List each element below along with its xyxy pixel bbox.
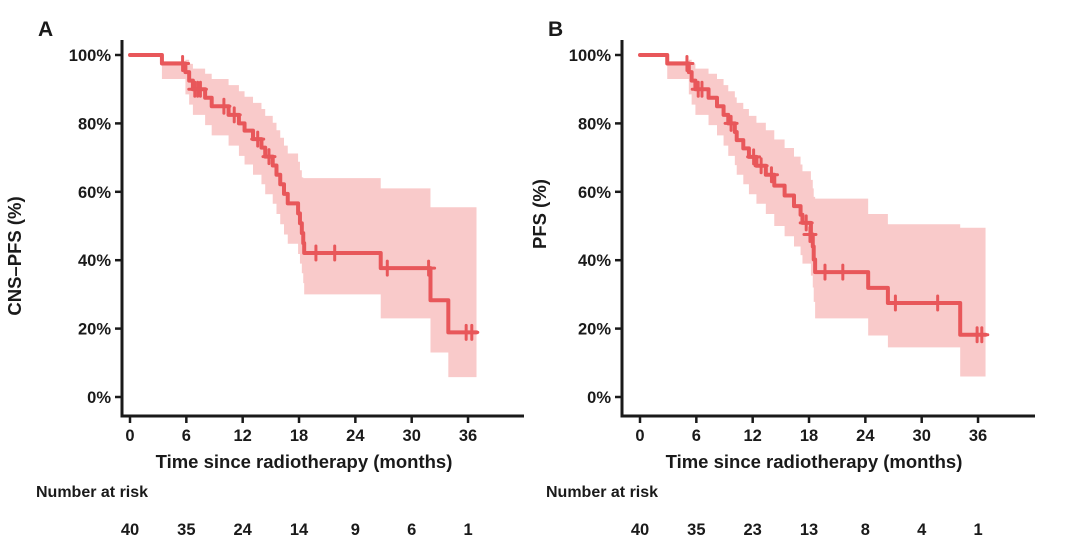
risk-count: 1 — [463, 521, 472, 539]
y-tick-label: 80% — [78, 115, 111, 133]
y-axis-title: CNS–PFS (%) — [4, 196, 25, 315]
x-tick-label: 6 — [182, 427, 191, 445]
x-tick-label: 12 — [234, 427, 252, 445]
risk-count: 4 — [917, 521, 927, 539]
x-tick-label: 6 — [692, 427, 701, 445]
x-tick-label: 0 — [125, 427, 134, 445]
confidence-band — [161, 59, 477, 378]
y-axis-title: PFS (%) — [529, 179, 550, 249]
x-tick-label: 30 — [913, 427, 931, 445]
risk-table-label: Number at risk — [36, 484, 148, 501]
x-tick-label: 0 — [635, 427, 644, 445]
x-tick-label: 18 — [800, 427, 818, 445]
x-tick-label: 30 — [403, 427, 421, 445]
risk-count: 9 — [351, 521, 360, 539]
y-tick-label: 80% — [578, 115, 611, 133]
x-axis-title: Time since radiotherapy (months) — [156, 451, 453, 472]
x-tick-label: 36 — [969, 427, 987, 445]
risk-count: 40 — [121, 521, 139, 539]
risk-count: 13 — [800, 521, 818, 539]
risk-count: 14 — [290, 521, 309, 539]
risk-count: 6 — [407, 521, 416, 539]
x-tick-label: 12 — [744, 427, 762, 445]
risk-count: 40 — [631, 521, 649, 539]
y-tick-label: 100% — [569, 47, 612, 65]
risk-count: 8 — [861, 521, 870, 539]
censor-marks — [175, 55, 480, 341]
x-tick-label: 24 — [856, 427, 875, 445]
y-tick-label: 40% — [578, 252, 611, 270]
x-tick-label: 36 — [459, 427, 477, 445]
risk-table-label: Number at risk — [546, 484, 658, 501]
risk-count: 35 — [177, 521, 195, 539]
risk-count: 23 — [744, 521, 762, 539]
risk-count: 1 — [973, 521, 982, 539]
y-tick-label: 0% — [587, 389, 611, 407]
y-tick-label: 0% — [87, 389, 111, 407]
y-tick-label: 100% — [69, 47, 112, 65]
x-tick-label: 18 — [290, 427, 308, 445]
censor-marks — [679, 55, 990, 344]
y-tick-label: 20% — [578, 321, 611, 339]
y-tick-label: 40% — [78, 252, 111, 270]
confidence-band — [667, 59, 986, 377]
x-tick-label: 24 — [346, 427, 365, 445]
y-tick-label: 60% — [78, 184, 111, 202]
risk-count: 35 — [687, 521, 705, 539]
y-tick-label: 20% — [78, 321, 111, 339]
panel-letter: A — [38, 18, 53, 41]
risk-count: 24 — [234, 521, 253, 539]
x-axis-title: Time since radiotherapy (months) — [666, 451, 963, 472]
panel-a: 100% 80% 60% 40% 20% 0% 0 6 12 18 24 30 36 A Time sinc… — [4, 18, 524, 539]
y-tick-label: 60% — [578, 184, 611, 202]
panel-letter: B — [548, 18, 563, 41]
